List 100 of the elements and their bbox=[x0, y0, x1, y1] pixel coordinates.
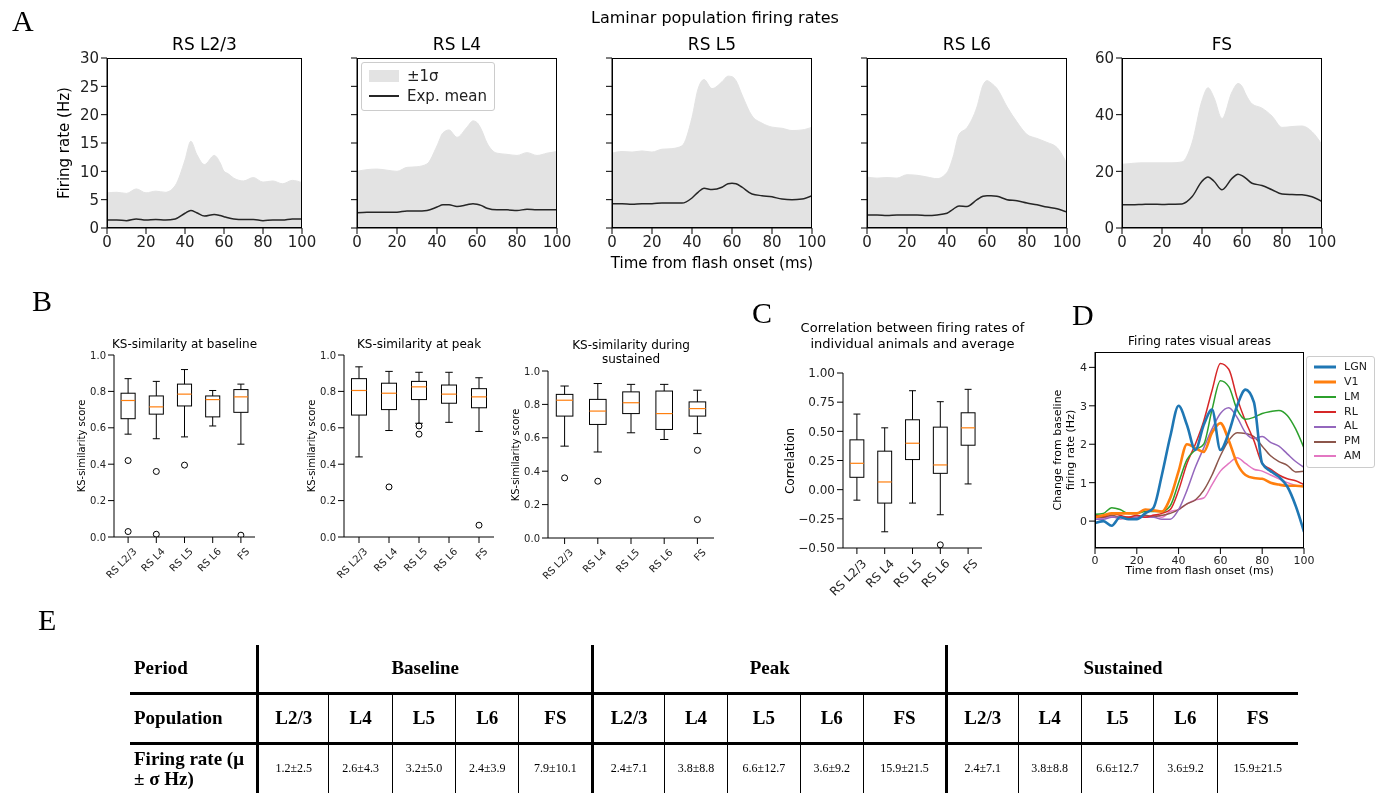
x-tick-label: RS L4 bbox=[138, 545, 167, 574]
x-tick-label: 20 bbox=[897, 232, 917, 251]
x-tick-label: 80 bbox=[1017, 232, 1037, 251]
text: 1.2±2.5 bbox=[275, 761, 313, 776]
x-tick-label: 20 bbox=[1129, 553, 1144, 567]
x-tick-label: FS bbox=[235, 545, 252, 562]
x-tick-label: 80 bbox=[762, 232, 782, 251]
x-tick-label: 0 bbox=[862, 232, 872, 251]
legend-label: LM bbox=[1344, 389, 1360, 405]
x-tick-label: FS bbox=[691, 546, 708, 563]
text: Peak bbox=[592, 645, 947, 693]
chart-title: KS-similarity at baseline bbox=[111, 336, 258, 351]
text: 2.4±7.1 bbox=[964, 761, 1002, 776]
x-tick-label: RS L4 bbox=[371, 545, 400, 574]
y-tick-label: 0.4 bbox=[320, 458, 336, 470]
y-tick-label: 0.8 bbox=[90, 385, 106, 397]
x-tick-label: 40 bbox=[175, 232, 195, 251]
legend-label: Exp. mean bbox=[407, 86, 487, 107]
x-tick-label: FS bbox=[960, 556, 981, 577]
x-tick-label: 40 bbox=[682, 232, 702, 251]
text: 6.6±12.7 bbox=[742, 761, 786, 776]
y-tick-label: 0.8 bbox=[524, 398, 540, 410]
y-tick-label: 0.6 bbox=[524, 432, 540, 444]
category-label: L5 bbox=[392, 693, 456, 743]
x-tick-label: 0 bbox=[1117, 232, 1127, 251]
chart-title: Correlation between firing rates of individual animals and average bbox=[800, 319, 1025, 351]
y-tick-label: 0.2 bbox=[320, 495, 336, 507]
category-label: L4 bbox=[328, 693, 393, 743]
y-axis-title: Correlation bbox=[783, 427, 798, 494]
x-tick-label: 80 bbox=[1272, 232, 1292, 251]
legend-label: PM bbox=[1344, 434, 1361, 450]
category-label: Firing rate (μ ± σ Hz) bbox=[134, 747, 244, 789]
x-tick-label: 80 bbox=[253, 232, 273, 251]
line-series bbox=[107, 209, 302, 222]
x-tick-label: 60 bbox=[467, 232, 487, 251]
legend-label: AL bbox=[1344, 419, 1358, 435]
text: Laminar population firing rates bbox=[591, 8, 839, 27]
y-tick-label: 0 bbox=[1080, 515, 1087, 528]
x-tick-label: RS L5 bbox=[167, 545, 196, 574]
y-tick-label: 2 bbox=[1080, 438, 1087, 452]
chart-title: KS-similarity at peak bbox=[356, 336, 482, 351]
y-tick-label: 0.6 bbox=[320, 422, 336, 434]
chart-title: FS bbox=[1211, 33, 1233, 54]
y-tick-label: 5 bbox=[89, 190, 99, 209]
x-tick-label: RS L6 bbox=[195, 545, 224, 574]
text: 2.4±3.9 bbox=[468, 761, 506, 776]
category-label: FS bbox=[1217, 693, 1298, 743]
text: Sustained bbox=[946, 645, 1298, 693]
y-tick-label: 0 bbox=[89, 219, 99, 238]
y-tick-label: 25 bbox=[79, 77, 99, 96]
chart-title: RS L4 bbox=[432, 33, 482, 54]
text: Baseline bbox=[257, 645, 593, 693]
text: 3.6±9.2 bbox=[1167, 761, 1204, 776]
line-series bbox=[1095, 388, 1304, 534]
text: 6.6±12.7 bbox=[1096, 761, 1139, 776]
x-tick-label: RS L4 bbox=[580, 546, 609, 575]
legend-label: RL bbox=[1344, 404, 1358, 420]
category-label: L6 bbox=[800, 693, 864, 743]
y-tick-label: 1.0 bbox=[90, 349, 106, 361]
text: Period bbox=[133, 656, 189, 681]
y-tick-label: 0.4 bbox=[524, 465, 540, 477]
y-tick-label: 0 bbox=[1104, 219, 1114, 238]
category-label: L4 bbox=[1018, 693, 1082, 743]
text: 7.9±10.1 bbox=[534, 761, 577, 776]
y-tick-label: 4 bbox=[1080, 361, 1087, 375]
x-tick-label: 60 bbox=[722, 232, 742, 251]
y-tick-label: 1 bbox=[1080, 476, 1087, 490]
x-tick-label: RS L5 bbox=[401, 545, 430, 574]
y-tick-label: 0.0 bbox=[320, 531, 336, 543]
category-label: L2/3 bbox=[946, 693, 1018, 743]
y-tick-label: 1.00 bbox=[808, 366, 835, 381]
y-tick-label: 40 bbox=[1094, 105, 1114, 124]
line-series bbox=[1122, 173, 1322, 206]
x-tick-label: 40 bbox=[427, 232, 447, 251]
x-tick-label: 20 bbox=[136, 232, 156, 251]
y-tick-label: 0.75 bbox=[808, 395, 835, 410]
x-tick-label: 60 bbox=[977, 232, 997, 251]
chart-title: RS L5 bbox=[687, 33, 737, 54]
y-axis-title: KS-similarity score bbox=[76, 399, 88, 493]
text: Population bbox=[133, 706, 224, 730]
legend-label: V1 bbox=[1344, 374, 1359, 390]
chart-title: RS L6 bbox=[942, 33, 992, 54]
text: 2.4±7.1 bbox=[610, 761, 648, 776]
x-tick-label: 60 bbox=[1213, 553, 1228, 567]
y-tick-label: 10 bbox=[79, 162, 99, 181]
x-axis-title: Time from flash onset (ms) bbox=[610, 254, 814, 272]
x-tick-label: 100 bbox=[1052, 232, 1082, 251]
y-tick-label: −0.25 bbox=[798, 512, 835, 527]
chart-title: KS-similarity during sustained bbox=[572, 338, 690, 367]
x-tick-label: RS L6 bbox=[646, 546, 675, 575]
x-tick-label: 20 bbox=[642, 232, 662, 251]
y-tick-label: 1.0 bbox=[320, 349, 336, 361]
category-label: L6 bbox=[455, 693, 519, 743]
y-axis-title: Firing rate (Hz) bbox=[55, 87, 74, 199]
y-axis-title: KS-similarity score bbox=[306, 399, 318, 493]
text: 15.9±21.5 bbox=[880, 761, 929, 776]
text: 2.6±4.3 bbox=[342, 761, 379, 776]
y-axis-title: KS-similarity score bbox=[510, 408, 522, 501]
y-tick-label: 0.00 bbox=[808, 482, 835, 497]
text: 3.8±8.8 bbox=[677, 761, 715, 776]
